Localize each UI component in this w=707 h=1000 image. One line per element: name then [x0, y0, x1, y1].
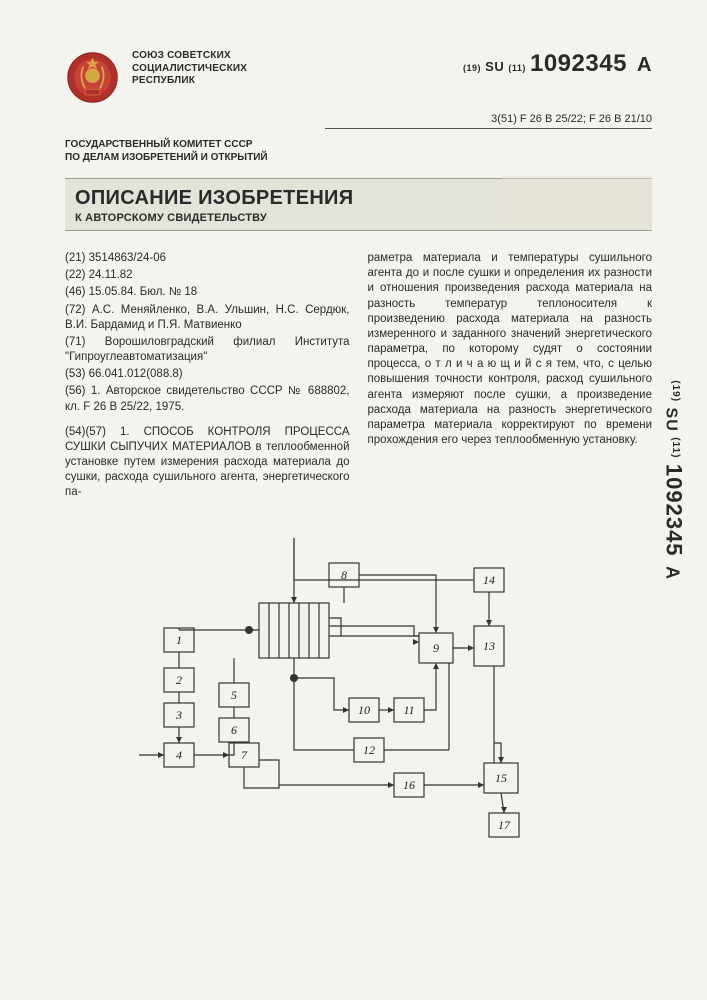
document-number: (19) SU (11) 1092345 A: [463, 50, 652, 78]
svg-text:14: 14: [483, 573, 495, 587]
field-22: (22) 24.11.82: [65, 268, 350, 283]
svg-text:15: 15: [495, 771, 507, 785]
field-21: (21) 3514863/24-06: [65, 251, 350, 266]
svg-text:5: 5: [231, 688, 237, 702]
svg-text:9: 9: [433, 641, 439, 655]
svg-text:16: 16: [403, 778, 415, 792]
field-72: (72) А.С. Меняйленко, В.А. Ульшин, Н.С. …: [65, 303, 350, 333]
field-56: (56) 1. Авторское свидетельство СССР № 6…: [65, 384, 350, 414]
header-row: СОЮЗ СОВЕТСКИХ СОЦИАЛИСТИЧЕСКИХ РЕСПУБЛИ…: [65, 50, 652, 105]
svg-text:12: 12: [363, 743, 375, 757]
field-46: (46) 15.05.84. Бюл. № 18: [65, 285, 350, 300]
field-54-57: (54)(57) 1. СПОСОБ КОНТРОЛЯ ПРОЦЕССА СУШ…: [65, 425, 350, 501]
svg-text:11: 11: [403, 703, 414, 717]
block-diagram: 1234567891011121314151617: [119, 518, 599, 858]
svg-text:17: 17: [498, 818, 511, 832]
committee-text: ГОСУДАРСТВЕННЫЙ КОМИТЕТ СССР ПО ДЕЛАМ ИЗ…: [65, 139, 652, 164]
abstract-continuation: раметра материала и температуры сушильно…: [368, 251, 653, 448]
svg-text:2: 2: [176, 673, 182, 687]
left-column: (21) 3514863/24-06 (22) 24.11.82 (46) 15…: [65, 251, 350, 503]
highlight-overlay: [502, 176, 652, 226]
field-53: (53) 66.041.012(088.8): [65, 367, 350, 382]
body-columns: (21) 3514863/24-06 (22) 24.11.82 (46) 15…: [65, 251, 652, 503]
field-71: (71) Ворошиловградский филиал Института …: [65, 335, 350, 365]
classifier-line: 3(51) F 26 B 25/22; F 26 B 21/10: [325, 113, 652, 129]
right-column: раметра материала и температуры сушильно…: [368, 251, 653, 503]
svg-text:7: 7: [241, 748, 248, 762]
ussr-emblem-icon: [65, 50, 120, 105]
svg-text:13: 13: [483, 639, 495, 653]
svg-text:10: 10: [358, 703, 370, 717]
svg-text:3: 3: [175, 708, 182, 722]
svg-text:4: 4: [176, 748, 182, 762]
republic-text: СОЮЗ СОВЕТСКИХ СОЦИАЛИСТИЧЕСКИХ РЕСПУБЛИ…: [132, 50, 451, 88]
side-document-number: (19) SU (11) 1092345 A: [661, 380, 687, 580]
svg-text:6: 6: [231, 723, 237, 737]
svg-text:1: 1: [176, 633, 182, 647]
